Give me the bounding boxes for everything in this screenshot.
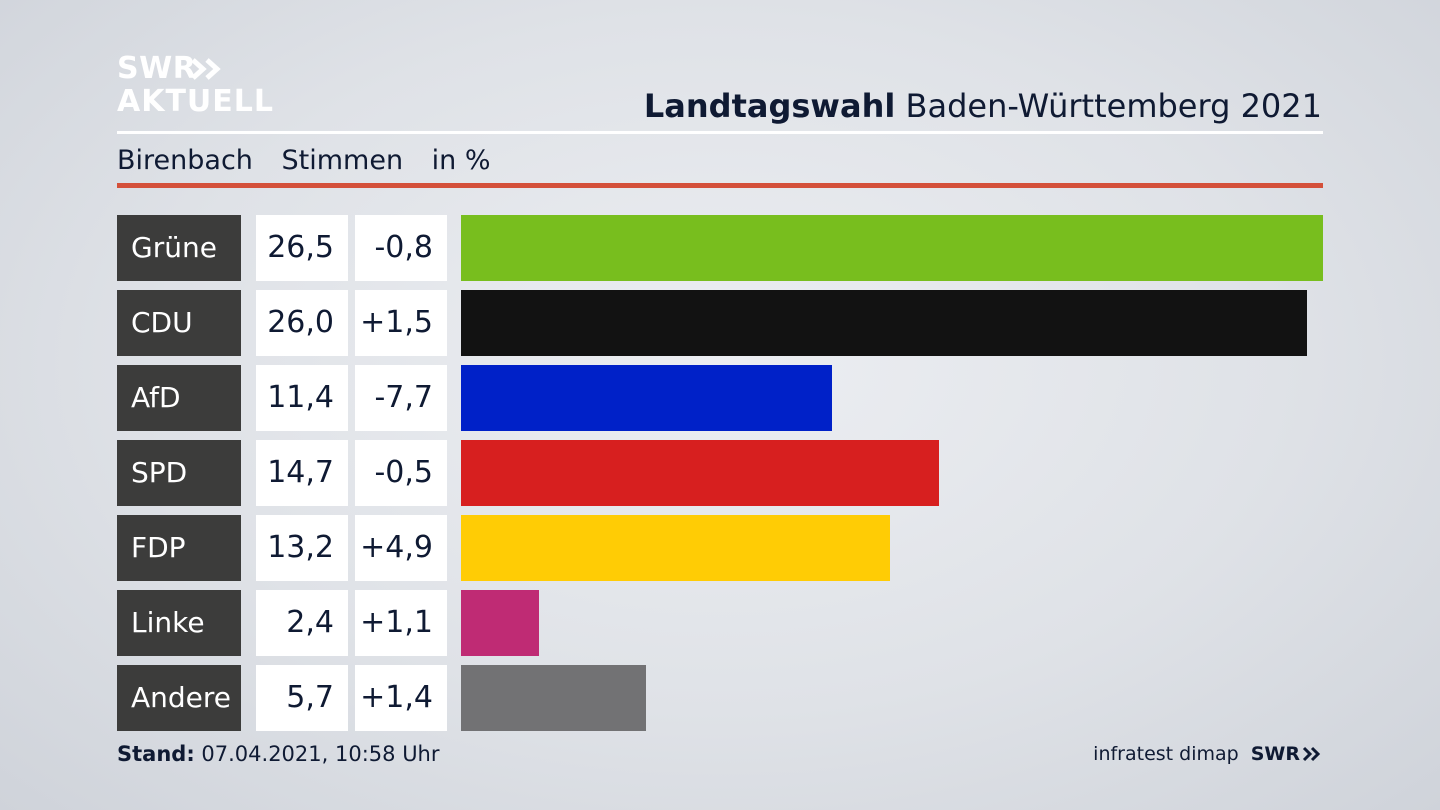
bar-row: SPD 14,7 -0,5 (117, 440, 1323, 506)
change-label: +1,1 (355, 590, 447, 656)
change-label: -7,7 (355, 365, 447, 431)
subheader-place: Birenbach (117, 145, 253, 176)
bar-row: Andere 5,7 +1,4 (117, 665, 1323, 731)
bar (461, 440, 939, 506)
bar-row: AfD 11,4 -7,7 (117, 365, 1323, 431)
page-title: Landtagswahl Baden-Württemberg 2021 (644, 86, 1322, 126)
subheader-unit: in % (431, 145, 491, 176)
party-label: SPD (117, 440, 241, 506)
swr-aktuell-logo: SWR AKTUELL (117, 54, 277, 120)
stand-value: 07.04.2021, 10:58 Uhr (201, 742, 440, 766)
swr-brand: SWR (1250, 743, 1300, 765)
title-rest: Baden-Württemberg 2021 (905, 87, 1323, 125)
vote-share-label: 26,5 (256, 215, 348, 281)
timestamp: Stand: 07.04.2021, 10:58 Uhr (117, 740, 440, 768)
bar (461, 515, 890, 581)
double-chevron-icon (191, 58, 221, 80)
source-label: infratest dimap (1093, 743, 1239, 765)
bar (461, 290, 1307, 356)
vote-share-label: 13,2 (256, 515, 348, 581)
logo-line-2: AKTUELL (117, 84, 275, 119)
subheader-metric: Stimmen (281, 145, 404, 176)
bar-row: FDP 13,2 +4,9 (117, 515, 1323, 581)
stand-label: Stand: (117, 742, 195, 766)
change-label: +1,5 (355, 290, 447, 356)
bar-row: Linke 2,4 +1,1 (117, 590, 1323, 656)
vote-share-label: 5,7 (256, 665, 348, 731)
change-label: +1,4 (355, 665, 447, 731)
vote-share-label: 26,0 (256, 290, 348, 356)
logo-line-1: SWR (117, 51, 197, 86)
bar (461, 365, 832, 431)
source-credit: infratest dimap SWR (1093, 740, 1322, 768)
vote-share-label: 2,4 (256, 590, 348, 656)
bar (461, 665, 646, 731)
title-bold: Landtagswahl (643, 87, 896, 125)
party-label: Grüne (117, 215, 241, 281)
subheader: Birenbach Stimmen in % (117, 143, 511, 179)
bar (461, 590, 539, 656)
double-chevron-small-icon (1302, 746, 1321, 762)
accent-divider (117, 183, 1323, 188)
party-label: FDP (117, 515, 241, 581)
vote-share-label: 14,7 (256, 440, 348, 506)
vote-share-label: 11,4 (256, 365, 348, 431)
header-divider (117, 131, 1323, 134)
party-label: Linke (117, 590, 241, 656)
change-label: +4,9 (355, 515, 447, 581)
change-label: -0,5 (355, 440, 447, 506)
bar-row: Grüne 26,5 -0,8 (117, 215, 1323, 281)
bar (461, 215, 1323, 281)
party-label: CDU (117, 290, 241, 356)
party-label: AfD (117, 365, 241, 431)
party-label: Andere (117, 665, 241, 731)
change-label: -0,8 (355, 215, 447, 281)
bar-row: CDU 26,0 +1,5 (117, 290, 1323, 356)
